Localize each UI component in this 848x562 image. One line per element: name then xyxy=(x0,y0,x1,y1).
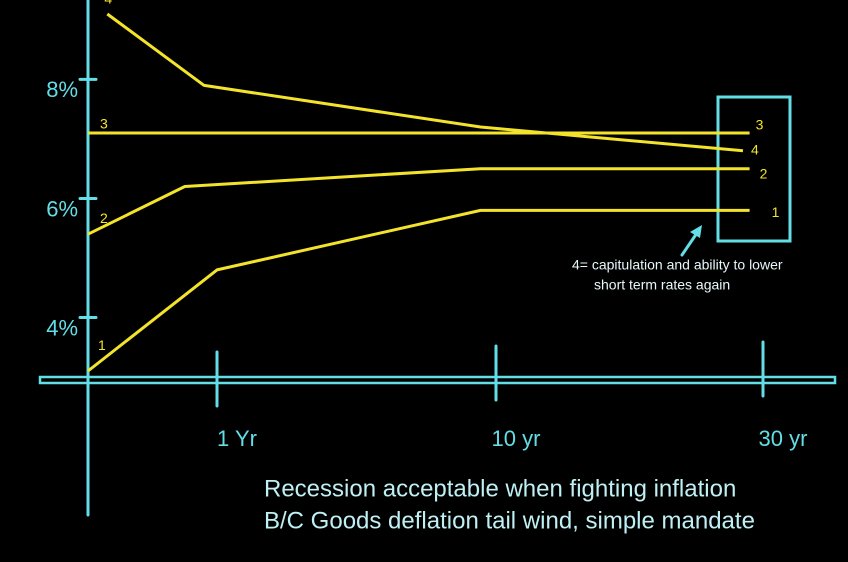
series-label: 1 xyxy=(98,337,106,353)
annotation: 4= capitulation and ability to lower xyxy=(572,257,783,273)
series-label: 2 xyxy=(760,165,768,181)
curve xyxy=(87,167,750,236)
y-tick-label: 4% xyxy=(46,315,78,340)
curve xyxy=(87,208,750,373)
caption: B/C Goods deflation tail wind, simple ma… xyxy=(264,507,755,534)
curve xyxy=(106,12,744,153)
series-label: 2 xyxy=(100,210,108,226)
series-label: 3 xyxy=(756,117,764,133)
y-tick-label: 8% xyxy=(46,77,78,102)
x-tick-label: 1 Yr xyxy=(217,426,257,451)
x-tick-label: 10 yr xyxy=(492,426,541,451)
series-label: 4 xyxy=(751,142,759,158)
series-label: 1 xyxy=(772,204,780,220)
series-label: 3 xyxy=(100,116,108,132)
arrow-head xyxy=(690,225,702,238)
annotation: short term rates again xyxy=(594,277,730,293)
caption: Recession acceptable when fighting infla… xyxy=(264,475,736,502)
x-axis xyxy=(38,375,837,385)
series-label: 4 xyxy=(104,0,112,7)
y-tick-label: 6% xyxy=(46,196,78,221)
x-tick-label: 30 yr xyxy=(759,426,808,451)
